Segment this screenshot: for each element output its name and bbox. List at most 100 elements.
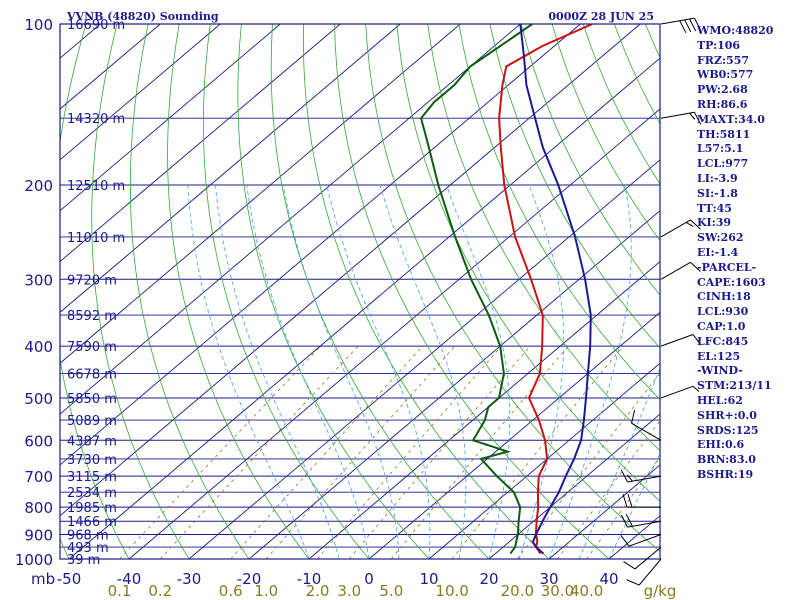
height-label: 12510 m — [67, 179, 125, 194]
mixing-ratio-tick-label: 0.1 — [108, 582, 132, 600]
wind-barb — [623, 546, 662, 570]
moist-adiabat-line — [578, 366, 660, 559]
wind-barb-feather — [623, 561, 636, 570]
wind-barb-feather — [689, 18, 697, 32]
index-item: RH:86.6 — [697, 97, 748, 111]
height-label: 16690 m — [67, 18, 125, 33]
moist-adiabat-line — [445, 184, 511, 559]
mixing-ratio-tick-label: 0.2 — [148, 582, 172, 600]
height-label: 1466 m — [67, 515, 117, 530]
index-item: LFC:845 — [697, 334, 749, 348]
mixing-ratio-line — [586, 456, 660, 559]
wind-barb-feather — [689, 112, 696, 120]
dry-adiabat-line — [427, 24, 660, 452]
height-labels: 16690 m 14320 m 12510 m 11010 m 9720 m 8592 m… — [67, 18, 125, 568]
pressure-tick-label: 800 — [24, 499, 53, 517]
wind-barb-feather — [627, 494, 633, 508]
mixing-ratio-line — [390, 345, 569, 559]
index-item: EHI:0.6 — [697, 438, 745, 452]
isotherm-line — [60, 24, 341, 263]
height-label: 4387 m — [67, 434, 117, 449]
wind-barb-feather — [694, 17, 702, 31]
pressure-tick-label: 300 — [24, 271, 53, 289]
dry-adiabat-line — [520, 24, 660, 296]
wind-barb — [620, 469, 662, 483]
sounding-profiles — [420, 24, 593, 555]
index-item: TP:106 — [697, 38, 741, 52]
index-item: STM:213/11 — [697, 379, 772, 393]
isotherm-line — [368, 311, 660, 559]
pressure-unit-label: mb — [31, 570, 55, 588]
mixing-ratio-line — [160, 345, 359, 559]
dry-adiabat-line — [167, 24, 310, 559]
isotherm-line — [308, 260, 660, 559]
dry-adiabat-line — [237, 24, 430, 559]
wind-barb-feather — [690, 219, 701, 230]
dry-adiabat-line — [60, 24, 130, 559]
wind-barb-staff — [634, 546, 662, 570]
isotherm-line — [60, 24, 581, 466]
moist-adiabat-line — [246, 185, 370, 559]
dry-adiabat-line — [270, 24, 490, 559]
wind-barb — [620, 513, 662, 528]
wind-barbs — [620, 17, 702, 586]
temperature-tick-label: 10 — [419, 570, 438, 588]
wind-barb-staff — [660, 334, 694, 347]
isotherm-line — [188, 159, 660, 559]
height-label: 968 m — [67, 529, 109, 544]
pressure-tick-label: 200 — [24, 177, 53, 195]
index-item: SW:262 — [697, 231, 744, 245]
temperature-tick-label: 30 — [539, 570, 558, 588]
wind-barb-staff — [627, 475, 662, 483]
wind-barb — [626, 558, 662, 586]
mixing-ratio-tick-label: 3.0 — [337, 582, 361, 600]
wind-barb-feather — [679, 20, 687, 34]
mixing-ratio-tick-label: 2.0 — [306, 582, 330, 600]
wind-barb-feather — [692, 385, 700, 392]
temperature-axis-labels: -50 -40 -30 -20 -10 0 10 20 30 40 — [57, 570, 619, 588]
isotherm-line — [488, 413, 660, 559]
sounding-indices-list: WMO:48820 TP:106 FRZ:557 WB0:577 PW:2.68 RH:8… — [697, 24, 800, 483]
wind-barb-feather — [694, 112, 702, 125]
height-label: 3730 m — [67, 453, 117, 468]
mixing-ratio-line — [265, 345, 456, 559]
index-item: EI:-1.4 — [697, 245, 739, 259]
wind-barb-staff — [660, 385, 694, 399]
dry-adiabat-line — [365, 24, 660, 552]
height-label: 5089 m — [67, 414, 117, 429]
wind-barb-staff — [660, 17, 695, 25]
mixing-ratio-unit-label: g/kg — [644, 582, 677, 600]
dry-adiabat-line — [202, 24, 370, 559]
wind-barb-feather — [626, 579, 640, 586]
pressure-tick-label: 1000 — [15, 551, 53, 569]
mixing-ratio-tick-label: 0.6 — [219, 582, 243, 600]
wind-barb-staff — [660, 261, 691, 280]
moist-adiabat-line — [215, 185, 340, 559]
temperature-tick-label: 0 — [364, 570, 374, 588]
index-item: BRN:83.0 — [697, 453, 756, 467]
station-title: VVNB (48820) Sounding — [66, 10, 219, 23]
wind-barb — [631, 409, 662, 441]
mixing-ratio-labels: 0.1 0.2 0.6 1.0 2.0 3.0 5.0 10.0 20.0 30.040.0 g/k… — [108, 582, 677, 600]
height-label: 2534 m — [67, 486, 117, 501]
index-item: FRZ:557 — [697, 53, 750, 67]
height-label: 6678 m — [67, 367, 117, 382]
pressure-tick-label: 700 — [24, 468, 53, 486]
wind-barb-feather — [620, 469, 628, 483]
moist-adiabat-line — [608, 452, 660, 559]
parcel-line — [519, 24, 592, 555]
wind-barb-staff — [660, 219, 691, 238]
wind-barb-feather — [626, 474, 633, 482]
dry-adiabat-line — [489, 24, 660, 349]
pressure-tick-label: 900 — [24, 527, 53, 545]
wind-barb — [620, 534, 662, 547]
mixing-ratio-line — [451, 345, 624, 559]
wind-barb — [660, 111, 702, 125]
index-item: -WIND- — [697, 364, 743, 378]
mixing-ratio-tick-label: 20.0 — [501, 582, 534, 600]
index-item: KI:39 — [697, 216, 732, 230]
dry-adiabat-line — [334, 24, 610, 559]
mixing-ratio-line — [317, 345, 502, 559]
temperature-tick-label: -30 — [177, 570, 202, 588]
